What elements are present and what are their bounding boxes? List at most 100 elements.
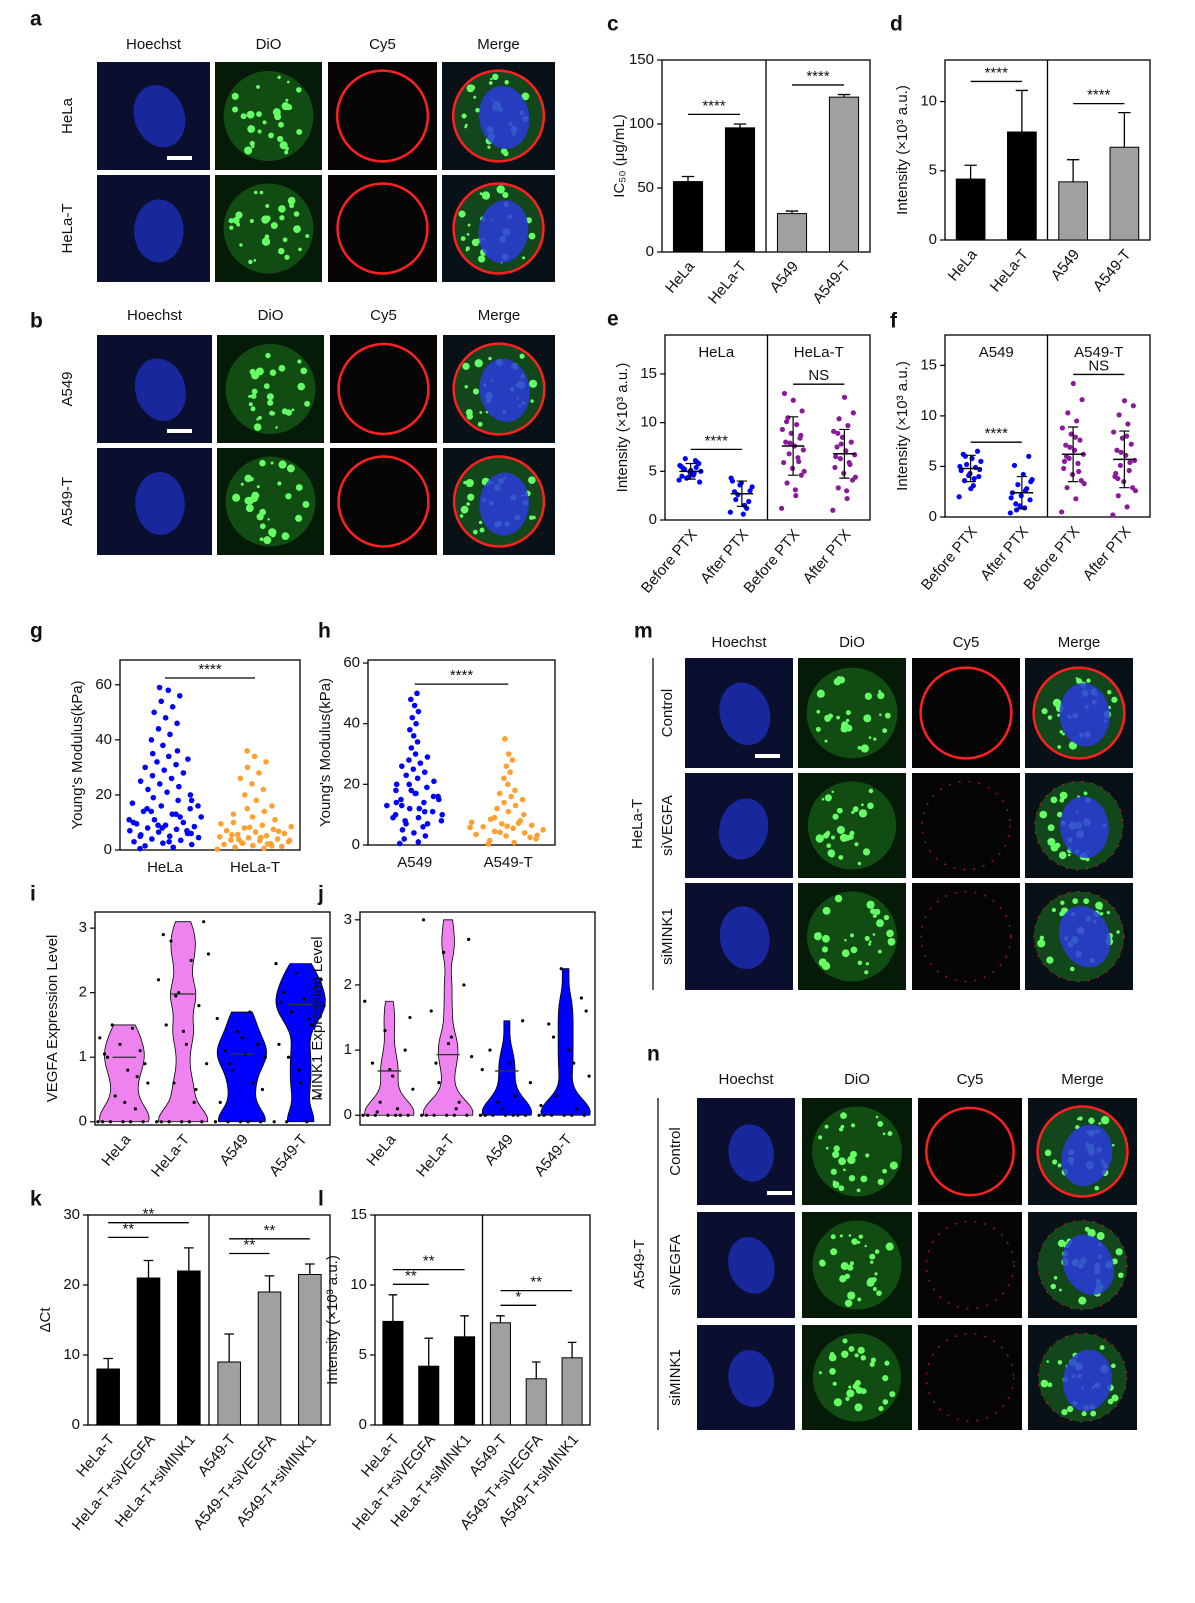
dio-spot <box>1072 898 1079 904</box>
row-label: HeLa-T <box>59 203 76 253</box>
dio-spot <box>1037 939 1046 948</box>
data-point <box>251 1081 255 1085</box>
data-point <box>263 1055 267 1059</box>
data-point <box>498 820 505 827</box>
data-point <box>833 454 839 460</box>
data-point <box>480 1068 484 1072</box>
dio-spot <box>268 132 274 139</box>
data-point <box>778 505 785 511</box>
dio-spot <box>872 933 876 936</box>
data-point <box>508 1061 512 1065</box>
data-point <box>1110 512 1116 518</box>
data-point <box>110 1023 114 1027</box>
y-tick-label: 10 <box>920 93 937 110</box>
y-tick-label: 0 <box>929 508 937 525</box>
dio-spot <box>281 532 290 540</box>
dio-spot <box>1053 1275 1058 1280</box>
row-label: siVEGFA <box>667 1235 684 1296</box>
data-point <box>962 453 968 459</box>
data-point <box>270 826 277 833</box>
dio-spot <box>240 482 244 486</box>
data-point <box>737 482 743 488</box>
dio-spot <box>1115 1248 1123 1256</box>
membrane <box>452 342 546 436</box>
dio-spot <box>887 1131 893 1137</box>
dio-spot <box>1057 1163 1062 1168</box>
dio-spot <box>492 73 499 81</box>
error-bar <box>103 1357 114 1369</box>
dio-spot <box>464 385 468 389</box>
y-axis-label: IC₅₀ (μg/mL) <box>611 114 628 197</box>
data-point <box>1059 425 1065 431</box>
data-point <box>516 1113 520 1117</box>
dio-spot <box>256 85 260 89</box>
dio-spot <box>1050 843 1059 852</box>
dio-spot <box>297 382 306 391</box>
data-point <box>1077 437 1083 443</box>
y-tick-label: 0 <box>929 231 937 248</box>
dio-spot <box>275 426 278 429</box>
sd-whisker <box>1016 475 1027 510</box>
dio-spot <box>278 247 285 255</box>
panel-letter: n <box>647 1043 660 1066</box>
dio-spot <box>889 1391 896 1398</box>
group-label: A549-T <box>631 1239 648 1288</box>
data-point <box>256 1042 260 1046</box>
data-point <box>1119 435 1126 441</box>
data-point <box>248 1010 252 1014</box>
dio-spot <box>231 92 239 100</box>
data-point <box>289 1010 294 1014</box>
data-point <box>470 1055 474 1059</box>
data-point <box>143 1062 147 1066</box>
dio-spot <box>279 215 285 221</box>
membrane <box>451 69 546 163</box>
data-point <box>217 833 223 840</box>
dio-spot <box>827 830 830 834</box>
dio-spot <box>519 353 525 359</box>
data-point <box>191 823 198 830</box>
nucleus <box>728 1237 775 1294</box>
dio-spot <box>865 962 869 966</box>
data-point <box>277 1042 281 1046</box>
dio-spot <box>878 689 882 693</box>
dio-spot <box>255 367 264 376</box>
data-point <box>547 1022 551 1026</box>
micrograph <box>802 1325 912 1430</box>
group-label: HeLa-T <box>629 799 646 849</box>
dio-spot <box>829 852 835 858</box>
nucleus <box>479 85 530 149</box>
data-point <box>231 1068 235 1072</box>
dio-spot <box>847 1155 856 1165</box>
bar <box>257 1291 282 1426</box>
dio-spot <box>867 802 874 810</box>
dio-spot <box>874 1272 878 1276</box>
dio-spot <box>1078 1296 1087 1305</box>
data-point <box>223 827 230 834</box>
data-point <box>256 770 262 776</box>
data-point <box>424 754 431 760</box>
group-label: A549-T <box>1074 344 1123 361</box>
y-tick-label: 5 <box>359 1346 367 1363</box>
data-point <box>177 814 183 820</box>
y-tick-label: 3 <box>344 911 352 928</box>
dio-spot <box>1100 1116 1110 1125</box>
data-point <box>195 834 202 841</box>
dio-spot <box>269 369 277 376</box>
dio-spot <box>264 234 270 239</box>
sd-whisker <box>685 462 696 480</box>
data-point <box>528 1081 532 1085</box>
nucleus <box>134 358 186 421</box>
data-point <box>281 830 288 837</box>
dio-spot <box>868 788 874 794</box>
dio-spot <box>870 1357 877 1363</box>
data-point <box>402 817 408 824</box>
data-point <box>398 802 405 809</box>
data-point <box>113 1094 117 1098</box>
data-point <box>431 778 437 785</box>
dio-spot <box>860 744 869 753</box>
violin <box>481 1020 532 1116</box>
data-point <box>424 820 431 827</box>
data-point <box>272 816 278 823</box>
data-point <box>223 1049 227 1053</box>
data-point <box>410 766 417 772</box>
